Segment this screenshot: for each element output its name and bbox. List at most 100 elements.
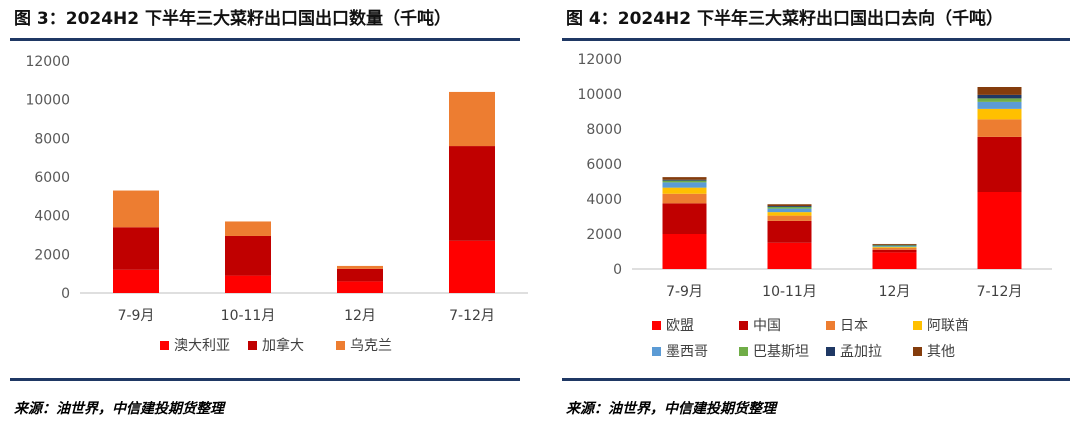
chart-title: 图 3：2024H2 下半年三大菜籽出口国出口数量（千吨） <box>14 9 452 29</box>
y-tick-label: 4000 <box>586 192 622 208</box>
bar-segment <box>113 190 159 228</box>
bar-segment <box>767 206 812 209</box>
bar-segment <box>662 182 707 188</box>
bar-segment <box>337 268 383 282</box>
bar-segment <box>337 265 383 269</box>
legend-label: 巴基斯坦 <box>753 343 809 360</box>
x-tick-label: 7-12月 <box>977 284 1023 300</box>
y-tick-label: 0 <box>61 286 70 302</box>
bar-segment <box>113 269 159 293</box>
bar-segment <box>113 227 159 270</box>
legend-swatch <box>739 321 748 330</box>
legend-label: 欧盟 <box>666 318 694 334</box>
bar-segment <box>662 187 707 194</box>
bar-segment <box>662 234 707 269</box>
stacked-bar-chart: 0 2000 4000 6000 8000 10000 12000 7-9月 10-11月 12月… <box>25 54 528 354</box>
bar-segment <box>977 98 1022 102</box>
y-tick-label: 10000 <box>25 93 70 109</box>
source-note: 来源：油世界，中信建投期货整理 <box>566 401 776 417</box>
legend-swatch <box>160 341 169 350</box>
x-tick-label: 7-12月 <box>449 308 495 324</box>
legend-label: 墨西哥 <box>666 344 708 360</box>
bar-segment <box>872 244 917 246</box>
chart-title: 图 4：2024H2 下半年三大菜籽出口国出口去向（千吨） <box>566 9 1004 29</box>
x-tick-label: 10-11月 <box>762 284 817 300</box>
left-chart-panel: 图 3：2024H2 下半年三大菜籽出口国出口数量（千吨） 0 2000 4000 6… <box>0 0 530 431</box>
legend-swatch <box>739 347 748 356</box>
x-tick-label: 10-11月 <box>221 308 276 324</box>
legend-label: 乌克兰 <box>350 338 392 354</box>
bar-segment <box>977 94 1022 99</box>
y-tick-label: 6000 <box>586 157 622 173</box>
x-tick-label: 7-9月 <box>666 284 703 300</box>
y-tick-label: 2000 <box>586 227 622 243</box>
legend-label: 加拿大 <box>262 337 304 354</box>
bar-segment <box>662 203 707 234</box>
footer-rule <box>10 378 520 381</box>
legend-swatch <box>652 347 661 356</box>
x-tick-label: 7-9月 <box>118 308 155 324</box>
bar-segment <box>449 146 495 241</box>
bar-segment <box>977 87 1022 95</box>
legend-label: 日本 <box>840 318 868 334</box>
stacked-bar-chart: 0 2000 4000 6000 8000 10000 12000 7-9月 10-11月 12月… <box>577 52 1052 360</box>
bar-segment <box>977 108 1022 120</box>
bar-segment <box>977 136 1022 192</box>
title-rule <box>562 38 1070 41</box>
bar-segment <box>872 243 917 245</box>
bar-segment <box>872 247 917 248</box>
bar-segment <box>662 177 707 180</box>
y-tick-label: 4000 <box>34 209 70 225</box>
legend-swatch <box>913 321 922 330</box>
bar-segment <box>662 179 707 181</box>
bar-segment <box>337 281 383 293</box>
legend-label: 澳大利亚 <box>174 338 230 354</box>
right-chart-panel: 图 4：2024H2 下半年三大菜籽出口国出口去向（千吨） 0 2000 4000 6… <box>552 0 1080 431</box>
legend-label: 其他 <box>927 344 955 360</box>
bar-segment <box>872 245 917 247</box>
bar-segment <box>662 180 707 183</box>
legend-label: 孟加拉 <box>840 344 882 360</box>
bar-segment <box>767 208 812 213</box>
bar-segment <box>662 193 707 204</box>
bar-segment <box>977 101 1022 109</box>
y-tick-label: 8000 <box>586 122 622 138</box>
bar-segment <box>872 248 917 250</box>
legend-swatch <box>336 341 345 350</box>
x-tick-label: 12月 <box>879 284 911 300</box>
bar-segment <box>872 252 917 269</box>
bar-segment <box>767 212 812 216</box>
bar-segment <box>767 206 812 207</box>
legend-swatch <box>248 341 257 350</box>
bar-segment <box>872 246 917 248</box>
legend-swatch <box>826 321 835 330</box>
y-tick-label: 6000 <box>34 170 70 186</box>
legend-swatch <box>652 321 661 330</box>
bar-segment <box>449 240 495 293</box>
y-tick-label: 2000 <box>34 247 70 263</box>
legend-label: 中国 <box>753 318 781 334</box>
title-rule <box>10 38 520 41</box>
y-tick-label: 0 <box>613 262 622 278</box>
x-tick-label: 12月 <box>344 308 376 324</box>
bar-segment <box>767 242 812 269</box>
y-tick-label: 12000 <box>577 52 622 68</box>
bar-segment <box>977 119 1022 137</box>
y-tick-label: 10000 <box>577 87 622 103</box>
bar-segment <box>977 192 1022 269</box>
source-note: 来源：油世界，中信建投期货整理 <box>14 401 224 417</box>
bar-segment <box>449 91 495 147</box>
bar-segment <box>225 275 271 293</box>
footer-rule <box>562 378 1070 381</box>
bar-segment <box>767 220 812 243</box>
legend-swatch <box>913 347 922 356</box>
y-tick-label: 8000 <box>34 131 70 147</box>
y-tick-label: 12000 <box>25 54 70 70</box>
bar-segment <box>767 204 812 206</box>
bar-segment <box>872 249 917 253</box>
legend-label: 阿联酋 <box>927 317 969 334</box>
bar-segment <box>225 235 271 276</box>
bar-segment <box>767 215 812 221</box>
legend-swatch <box>826 347 835 356</box>
bar-segment <box>225 221 271 236</box>
